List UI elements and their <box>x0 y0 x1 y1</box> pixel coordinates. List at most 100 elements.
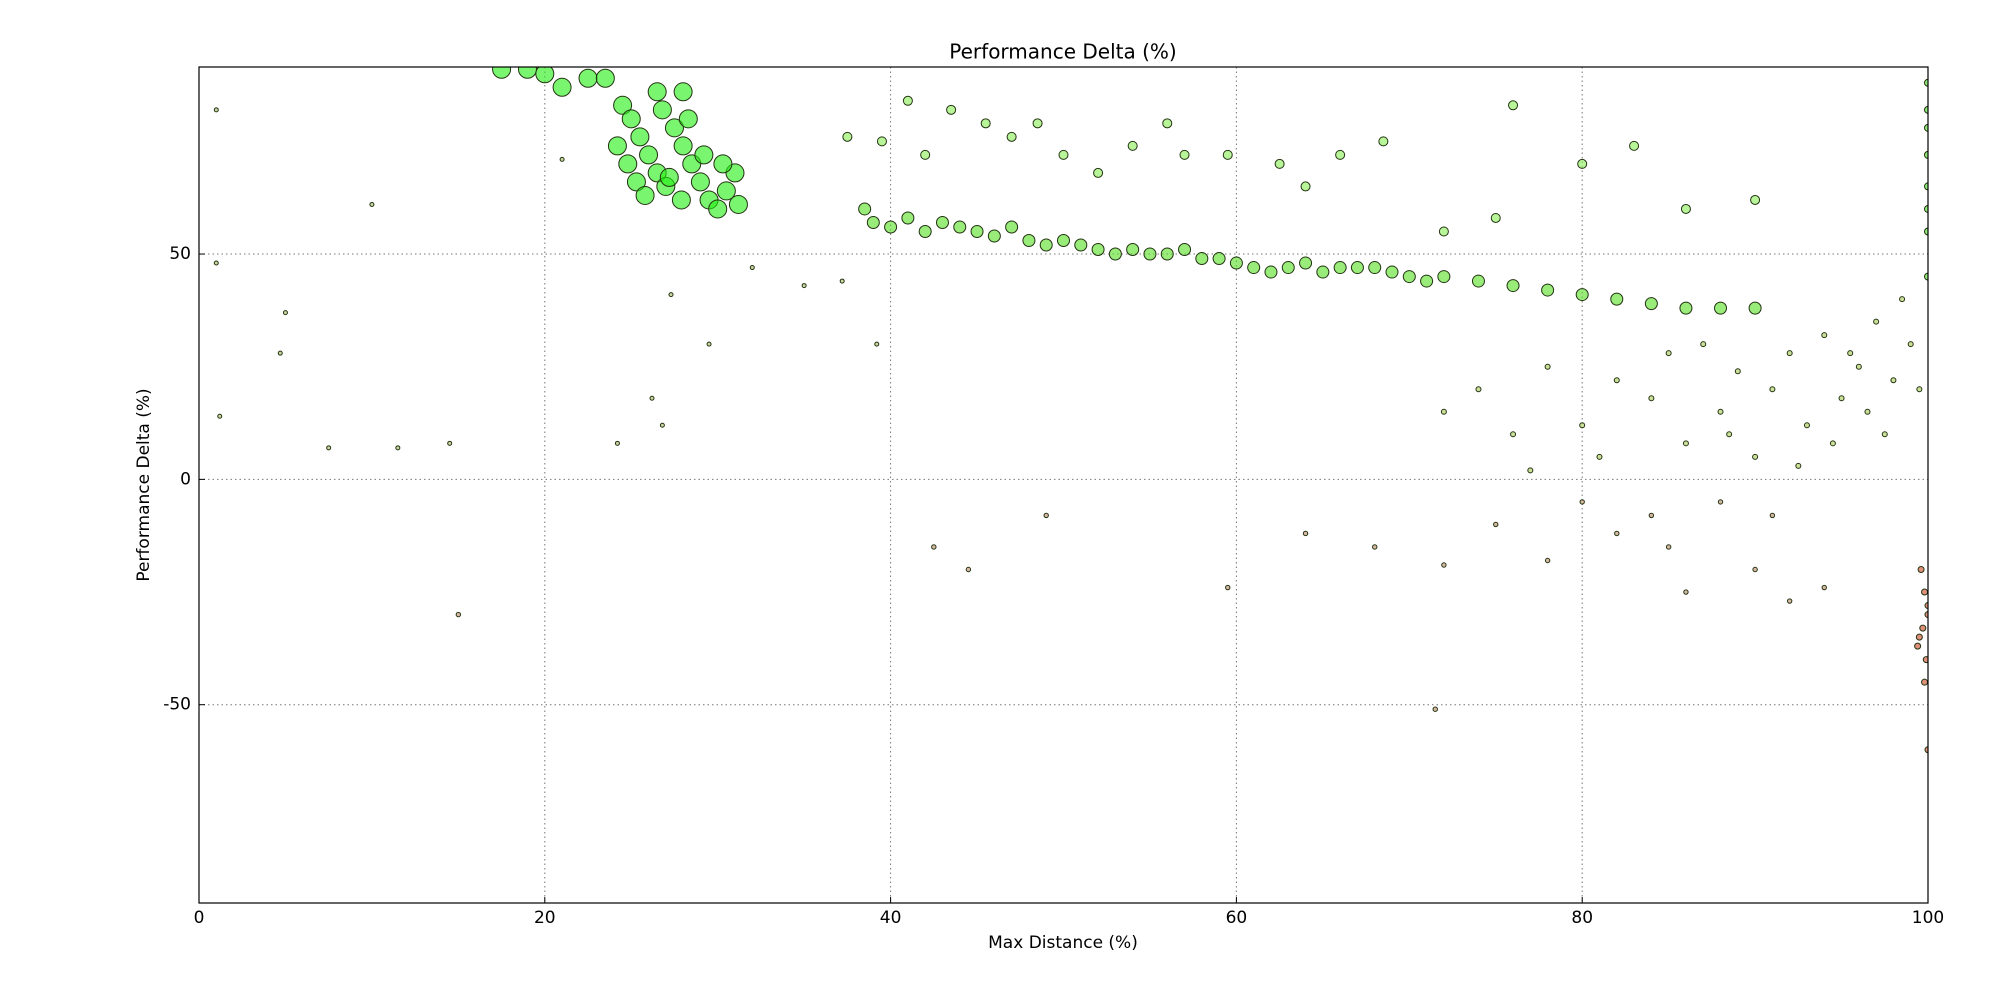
point <box>1057 234 1070 248</box>
point <box>935 215 949 229</box>
point <box>1924 123 1928 132</box>
point <box>902 95 913 106</box>
point <box>1864 408 1871 415</box>
point <box>1126 243 1140 257</box>
point <box>1648 395 1655 402</box>
y-tick-label: -50 <box>163 695 191 715</box>
point <box>1544 363 1551 370</box>
point <box>1299 256 1313 270</box>
point <box>664 118 684 138</box>
point <box>1752 453 1759 460</box>
point <box>1899 296 1906 303</box>
point <box>1222 149 1233 160</box>
point <box>1680 203 1691 214</box>
point <box>1644 297 1658 311</box>
point <box>535 67 555 84</box>
point <box>706 341 712 347</box>
point <box>630 127 650 147</box>
chart-title: Performance Delta (%) <box>949 40 1176 64</box>
point <box>1700 341 1707 348</box>
point <box>1786 598 1793 604</box>
point <box>1440 408 1447 415</box>
point <box>673 82 693 102</box>
point <box>1402 270 1416 284</box>
point <box>1919 624 1927 632</box>
point <box>1821 584 1827 591</box>
point <box>652 100 672 120</box>
point <box>1264 265 1278 279</box>
point <box>1385 265 1399 279</box>
point <box>716 181 736 201</box>
point <box>213 260 219 266</box>
point <box>1714 301 1728 315</box>
point <box>552 77 572 97</box>
point <box>1229 256 1243 270</box>
point <box>1316 265 1330 279</box>
point <box>1829 440 1836 447</box>
point <box>1032 118 1043 129</box>
point <box>1915 633 1923 641</box>
point <box>1795 462 1802 469</box>
point <box>1178 243 1192 257</box>
point <box>1225 584 1231 591</box>
point <box>1924 105 1928 114</box>
point <box>1734 368 1741 375</box>
point <box>1368 261 1382 275</box>
point <box>1873 318 1880 325</box>
point <box>1855 363 1862 370</box>
point <box>876 136 887 147</box>
point <box>1179 149 1190 160</box>
point <box>1579 499 1585 505</box>
point <box>1682 440 1689 447</box>
point <box>1924 227 1928 236</box>
point <box>1786 350 1793 357</box>
point <box>1420 274 1434 288</box>
point <box>1378 136 1389 147</box>
point <box>1924 272 1928 281</box>
point <box>1921 678 1928 686</box>
point <box>1890 377 1897 384</box>
point <box>1506 279 1520 293</box>
point <box>1438 226 1449 237</box>
point <box>647 82 667 102</box>
point <box>1614 530 1620 537</box>
plot-frame <box>198 66 1929 904</box>
point <box>369 201 375 207</box>
point <box>1924 746 1928 754</box>
point <box>866 215 880 229</box>
point <box>1493 521 1499 528</box>
point <box>842 131 853 142</box>
point <box>213 107 219 113</box>
point <box>1475 386 1482 393</box>
point <box>1579 422 1586 429</box>
point <box>678 109 698 129</box>
point <box>217 413 223 419</box>
point <box>1924 182 1928 191</box>
point <box>920 149 931 160</box>
point <box>987 229 1001 243</box>
point <box>1803 422 1810 429</box>
x-axis-label: Max Distance (%) <box>988 933 1138 953</box>
point <box>1665 544 1672 550</box>
point <box>1921 588 1928 596</box>
point <box>649 395 655 401</box>
point <box>901 211 915 225</box>
point <box>607 136 627 156</box>
point <box>1335 149 1346 160</box>
point <box>1610 292 1624 306</box>
point <box>1717 499 1724 505</box>
point <box>1596 453 1603 460</box>
point <box>970 224 984 238</box>
point <box>1162 118 1173 129</box>
x-tick-label: 40 <box>880 908 902 928</box>
point <box>639 145 659 165</box>
point <box>671 190 691 210</box>
point <box>1281 261 1295 275</box>
point <box>1006 131 1017 142</box>
point <box>282 310 288 316</box>
point <box>1769 512 1776 519</box>
point <box>659 422 665 428</box>
point <box>1508 100 1519 111</box>
point <box>918 224 932 238</box>
point <box>1212 252 1226 266</box>
